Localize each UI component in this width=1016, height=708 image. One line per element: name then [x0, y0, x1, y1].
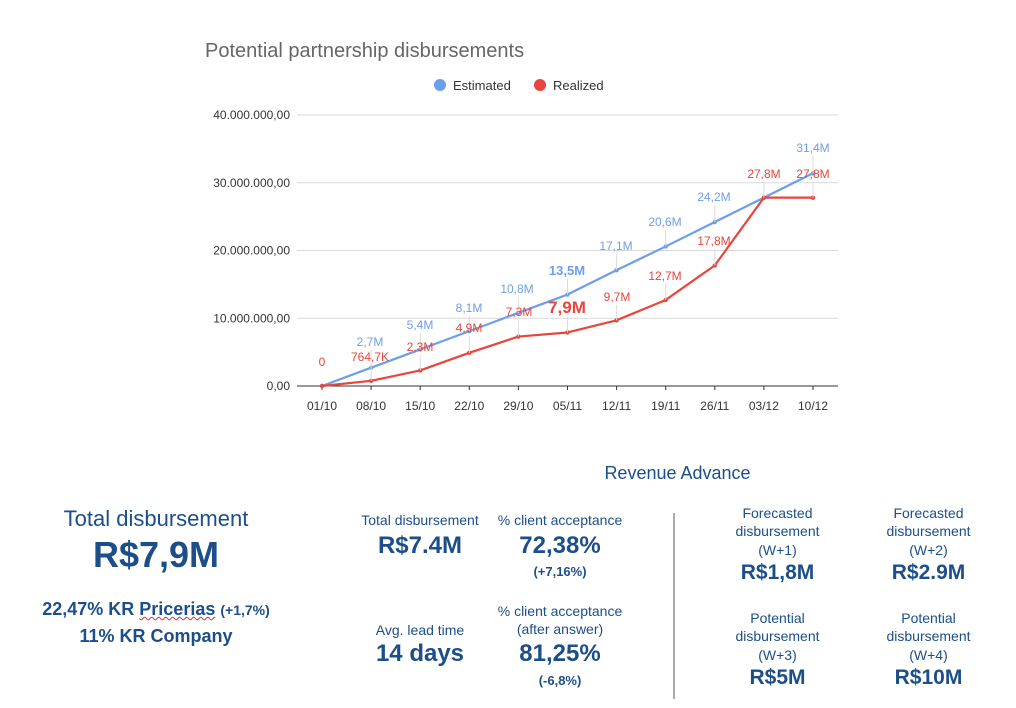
chart-title: Potential partnership disbursements — [205, 40, 524, 62]
data-label: 27,8M — [747, 167, 780, 181]
total-disbursement-label: Total disbursement — [63, 506, 249, 531]
data-label: 31,4M — [796, 141, 829, 155]
y-tick-label: 40.000.000,00 — [213, 108, 290, 122]
acceptance-label: % client acceptance — [497, 512, 623, 528]
card-w3-line3: (W+3) — [758, 647, 797, 663]
card-w2-value: R$2.9M — [891, 561, 966, 584]
card-w3-line1: Potential — [750, 610, 805, 626]
metric-total-disbursement-label: Total disbursement — [361, 512, 479, 528]
data-label: 764,7K — [351, 350, 389, 364]
lead-time-value: 14 days — [375, 640, 465, 667]
data-label: 13,5M — [549, 263, 585, 278]
data-label: 27,8M — [796, 167, 829, 181]
data-label: 20,6M — [648, 215, 681, 229]
card-w2-line1: Forecasted — [893, 505, 964, 521]
card-w4-line1: Potential — [901, 610, 956, 626]
legend-label-realized: Realized — [553, 78, 604, 93]
y-axis-ticks: 0,00 10.000.000,00 20.000.000,00 30.000.000… — [213, 108, 290, 393]
data-label: 9,7M — [604, 290, 631, 304]
acceptance-after-label-2: (after answer) — [516, 621, 604, 637]
legend-marker-realized — [534, 79, 546, 91]
x-tick-label: 08/10 — [356, 399, 386, 413]
metric-total-disbursement-value: R$7.4M — [377, 532, 463, 559]
kr-pricerias-word: Pricerias — [139, 599, 216, 619]
data-label: 17,1M — [599, 239, 632, 253]
lead-time-label: Avg. lead time — [375, 622, 465, 638]
data-label: 5,4M — [407, 318, 434, 332]
x-tick-label: 26/11 — [700, 399, 729, 413]
card-w3-line2: disbursement — [735, 628, 820, 644]
data-label: 17,8M — [697, 234, 730, 248]
data-label: 24,2M — [697, 190, 730, 204]
card-w3-value: R$5M — [749, 666, 806, 689]
y-tick-label: 30.000.000,00 — [213, 176, 290, 190]
legend-label-estimated: Estimated — [453, 78, 511, 93]
kr-pricerias: 22,47% KR Pricerias (+1,7%) — [10, 599, 302, 620]
data-label: 2,7M — [357, 335, 384, 349]
card-w2-line3: (W+2) — [909, 542, 948, 558]
y-tick-label: 0,00 — [267, 379, 291, 393]
y-tick-label: 10.000.000,00 — [213, 311, 290, 325]
data-label: 4,9M — [456, 321, 483, 335]
card-w2-line2: disbursement — [886, 523, 971, 539]
data-label: 8,1M — [456, 301, 483, 315]
x-tick-label: 29/10 — [503, 399, 533, 413]
x-tick-label: 01/10 — [307, 399, 337, 413]
kr-pricerias-pct: 22,47% KR — [42, 599, 140, 619]
data-labels: 2,7M 5,4M 8,1M 10,8M 13,5M 17,1M 20,6M 24,2M 31,… — [319, 141, 830, 381]
card-w4-line2: disbursement — [886, 628, 971, 644]
data-label: 7,9M — [548, 298, 586, 317]
data-label: 2,3M — [407, 340, 434, 354]
card-w1-value: R$1,8M — [740, 561, 815, 584]
y-tick-label: 20.000.000,00 — [213, 244, 290, 258]
card-w1-line1: Forecasted — [742, 505, 813, 521]
x-tick-label: 15/10 — [405, 399, 435, 413]
legend-marker-estimated — [434, 79, 446, 91]
x-axis-ticks: 01/10 08/10 15/10 22/10 29/10 05/11 12/11 19/11… — [307, 386, 828, 413]
x-tick-label: 10/12 — [798, 399, 828, 413]
kr-pricerias-delta: (+1,7%) — [220, 602, 270, 618]
data-point — [319, 383, 325, 389]
chart-legend: Estimated Realized — [434, 78, 604, 93]
data-label: 10,8M — [500, 282, 533, 296]
line-chart: Potential partnership disbursements Esti… — [205, 40, 838, 413]
x-tick-label: 19/11 — [651, 399, 680, 413]
acceptance-after-value: 81,25% — [519, 640, 601, 667]
x-tick-label: 03/12 — [749, 399, 779, 413]
card-w4-value: R$10M — [894, 666, 963, 689]
revenue-advance-title: Revenue Advance — [604, 463, 751, 483]
total-disbursement-value: R$7,9M — [92, 534, 220, 575]
data-label: 0 — [319, 355, 326, 369]
x-tick-label: 12/11 — [602, 399, 631, 413]
card-w1-line2: disbursement — [735, 523, 820, 539]
card-w1-line3: (W+1) — [758, 542, 797, 558]
x-tick-label: 05/11 — [553, 399, 582, 413]
data-label: 7,3M — [506, 305, 533, 319]
chart-gridlines — [297, 114, 838, 387]
acceptance-value: 72,38% — [519, 532, 601, 559]
data-label: 12,7M — [648, 269, 681, 283]
x-tick-label: 22/10 — [454, 399, 484, 413]
card-w4-line3: (W+4) — [909, 647, 948, 663]
acceptance-after-label-1: % client acceptance — [497, 603, 623, 619]
vertical-divider — [673, 513, 675, 699]
kr-company: 11% KR Company — [79, 626, 233, 646]
acceptance-delta: (+7,16%) — [533, 564, 587, 579]
acceptance-after-delta: (-6,8%) — [538, 673, 582, 688]
